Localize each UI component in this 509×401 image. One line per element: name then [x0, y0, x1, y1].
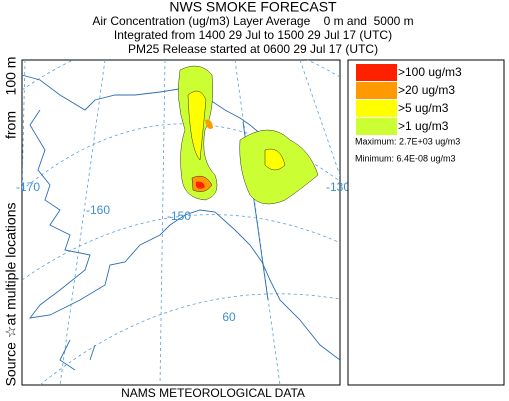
- footer: NAMS METEOROLOGICAL DATA: [121, 386, 305, 400]
- grid-label: 60: [222, 310, 236, 324]
- grid-label: -160: [86, 203, 110, 217]
- grid-line: [59, 60, 106, 385]
- title: NWS SMOKE FORECAST: [169, 0, 337, 15]
- legend-swatch: [356, 118, 397, 135]
- legend-minimum: Minimum: 6.4E-08 ug/m3: [355, 153, 456, 163]
- grid-label: -170: [16, 180, 40, 194]
- grid-label: -130: [326, 180, 350, 194]
- legend-swatch: [356, 64, 397, 81]
- side-label-part: at multiple locations: [3, 203, 19, 326]
- grid-line: [39, 293, 340, 385]
- coastline: [22, 74, 340, 361]
- grid-line: [159, 60, 166, 385]
- grid-label: -150: [167, 209, 191, 223]
- legend-label: >1 ug/m3: [398, 119, 449, 133]
- side-label-part: 100 m: [3, 57, 19, 96]
- map: -170 -160 -150 -130 60: [16, 59, 350, 386]
- grid-line: [22, 214, 340, 281]
- side-label: Source ☆ at multiple locations from 100 …: [3, 57, 19, 387]
- grid-line: [22, 60, 340, 91]
- grid-line: [299, 60, 340, 177]
- side-label-part: from: [3, 111, 19, 139]
- legend-maximum: Maximum: 2.7E+03 ug/m3: [355, 136, 460, 146]
- legend-label: >100 ug/m3: [398, 65, 462, 79]
- subtitle: Air Concentration (ug/m3) Layer Average …: [92, 14, 413, 28]
- grid-line: [22, 60, 26, 191]
- smoke: [178, 65, 319, 205]
- subtitle: PM25 Release started at 0600 29 Jul 17 (…: [128, 42, 378, 56]
- legend-swatch: [356, 100, 397, 117]
- grid-labels: -170 -160 -150 -130 60: [16, 180, 350, 324]
- legend-label: >20 ug/m3: [398, 83, 455, 97]
- legend: Maximum: 2.7E+03 ug/m3 Minimum: 6.4E-08 …: [355, 64, 462, 163]
- subtitle: Integrated from 1400 29 Jul to 1500 29 J…: [114, 28, 392, 42]
- legend-label: >5 ug/m3: [398, 101, 449, 115]
- legend-swatch: [356, 82, 397, 99]
- side-label-part: Source ☆: [3, 326, 19, 387]
